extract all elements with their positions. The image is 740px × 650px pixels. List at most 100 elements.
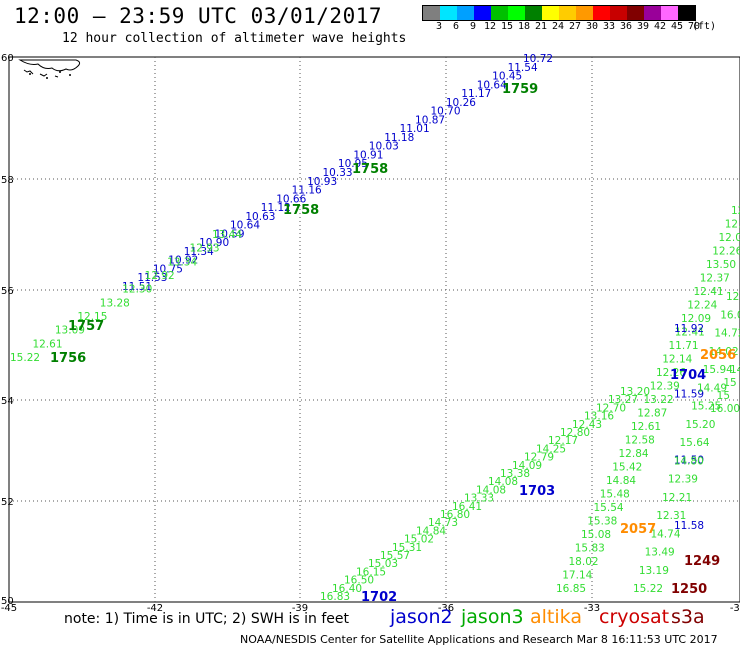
- colorbar-label: 12: [483, 21, 497, 32]
- pass-id-label: 2057: [620, 522, 656, 537]
- swh-value: 13.28: [100, 297, 130, 309]
- swh-value: 15.94: [703, 364, 733, 376]
- pass-id-label: 1758: [283, 203, 319, 218]
- swh-value: 10.33: [323, 167, 353, 179]
- swh-value: 10.75: [153, 263, 183, 275]
- pass-id-label: 2056: [700, 348, 736, 363]
- swh-value: 15.57: [380, 550, 410, 562]
- swh-value: 12.37: [700, 273, 730, 285]
- swh-value: 13.19: [639, 565, 669, 577]
- swh-value: 15: [717, 390, 730, 402]
- swh-value: 12.09: [719, 232, 740, 244]
- swh-value: 15.25: [691, 401, 721, 413]
- y-tick-label: 54: [1, 396, 14, 407]
- swh-value: 16.85: [556, 583, 586, 595]
- colorbar-swatch: [525, 6, 542, 20]
- swh-value: 10.91: [353, 149, 383, 161]
- swh-value: 10.66: [276, 193, 306, 205]
- swh-value: 10.64: [230, 220, 260, 232]
- swh-value: 15.08: [581, 529, 611, 541]
- swh-value: 11.71: [669, 340, 699, 352]
- swh-value: 14.02: [709, 346, 739, 358]
- swh-value: 15.54: [594, 502, 624, 514]
- swh-value: 11.34: [184, 246, 214, 258]
- swh-value: 18.02: [569, 556, 599, 568]
- swh-value: 10.90: [199, 237, 229, 249]
- colorbar-label: 39: [636, 21, 650, 32]
- swh-value: 13.33: [464, 493, 494, 505]
- swh-value: 15.83: [575, 543, 605, 555]
- colorbar-swatch: [542, 6, 559, 20]
- greenland-coastline: [18, 59, 81, 79]
- swh-value: 15: [723, 377, 736, 389]
- swh-value: 17.14: [562, 570, 592, 582]
- swh-value: 12: [731, 205, 740, 217]
- lat-lon-grid: [9, 57, 740, 602]
- swh-value: 13.34: [167, 256, 197, 268]
- colorbar-swatch: [661, 6, 678, 20]
- swh-value: 12.17: [548, 435, 578, 447]
- swh-value: 14.84: [416, 525, 446, 537]
- y-tick-label: 60: [1, 53, 14, 64]
- swh-value: 10.64: [477, 79, 507, 91]
- swh-value: 14.73: [428, 517, 458, 529]
- pass-id-label: 1756: [50, 351, 86, 366]
- footer-credit: NOAA/NESDIS Center for Satellite Applica…: [240, 633, 718, 646]
- swh-value: 16.80: [440, 509, 470, 521]
- swh-value: 12.43: [572, 419, 602, 431]
- swh-value: 11.58: [674, 520, 704, 532]
- colorbar-label: 27: [568, 21, 582, 32]
- colorbar-label: 70: [687, 21, 701, 32]
- swh-value: 13.27: [608, 394, 638, 406]
- colorbar-label: 18: [517, 21, 531, 32]
- wave-height-colorbar: [422, 5, 696, 21]
- swh-value: 11.92: [674, 323, 704, 335]
- pass-id-label: 1249: [684, 554, 720, 569]
- swh-value: 12.87: [637, 408, 667, 420]
- swh-value: 15.03: [368, 558, 398, 570]
- pass-id-label: 1757: [68, 319, 104, 334]
- legend-jason2: jason2: [390, 606, 453, 628]
- colorbar-swatch: [559, 6, 576, 20]
- swh-value: 12.79: [524, 452, 554, 464]
- swh-value: 10.87: [415, 114, 445, 126]
- swh-value: 15.31: [392, 542, 422, 554]
- swh-value: 10.95: [338, 158, 368, 170]
- y-tick-label: 50: [1, 596, 14, 607]
- chart-subtitle: 12 hour collection of altimeter wave hei…: [62, 31, 407, 46]
- x-tick-label: -36: [438, 603, 454, 614]
- swh-value: 11.18: [384, 132, 414, 144]
- colorbar-swatch: [610, 6, 627, 20]
- colorbar-label: 15: [500, 21, 514, 32]
- swh-value: 12.24: [687, 300, 717, 312]
- x-tick-label: -42: [147, 603, 163, 614]
- swh-value: 12.93: [190, 243, 220, 255]
- swh-value: 16.50: [344, 575, 374, 587]
- swh-value: 10.72: [523, 53, 553, 65]
- swh-value: 10.59: [215, 228, 245, 240]
- swh-value: 10.26: [446, 97, 476, 109]
- colorbar-label: 3: [435, 21, 443, 32]
- swh-value: 12.41: [675, 327, 705, 339]
- swh-value: 14.72: [714, 328, 740, 340]
- pass-id-label: 1759: [502, 82, 538, 97]
- swh-value: 12.30: [122, 284, 152, 296]
- swh-value: 16.41: [452, 501, 482, 513]
- swh-value: 16.15: [356, 566, 386, 578]
- swh-value: 12.92: [145, 270, 175, 282]
- swh-value: 10.03: [369, 141, 399, 153]
- swh-value: 14.25: [536, 443, 566, 455]
- colorbar-label: 33: [602, 21, 616, 32]
- colorbar-label: 9: [469, 21, 477, 32]
- swh-value: 16.00: [710, 403, 740, 415]
- legend-altika: altika: [530, 606, 582, 628]
- swh-value: 12.26: [656, 367, 686, 379]
- legend-cryosat: cryosat: [599, 606, 670, 628]
- colorbar-swatch: [474, 6, 491, 20]
- colorbar-swatch: [508, 6, 525, 20]
- swh-value: 14.08: [476, 484, 506, 496]
- swh-value: 11.12: [261, 202, 291, 214]
- swh-value: 12.26: [712, 246, 740, 258]
- map-frame: [8, 56, 740, 603]
